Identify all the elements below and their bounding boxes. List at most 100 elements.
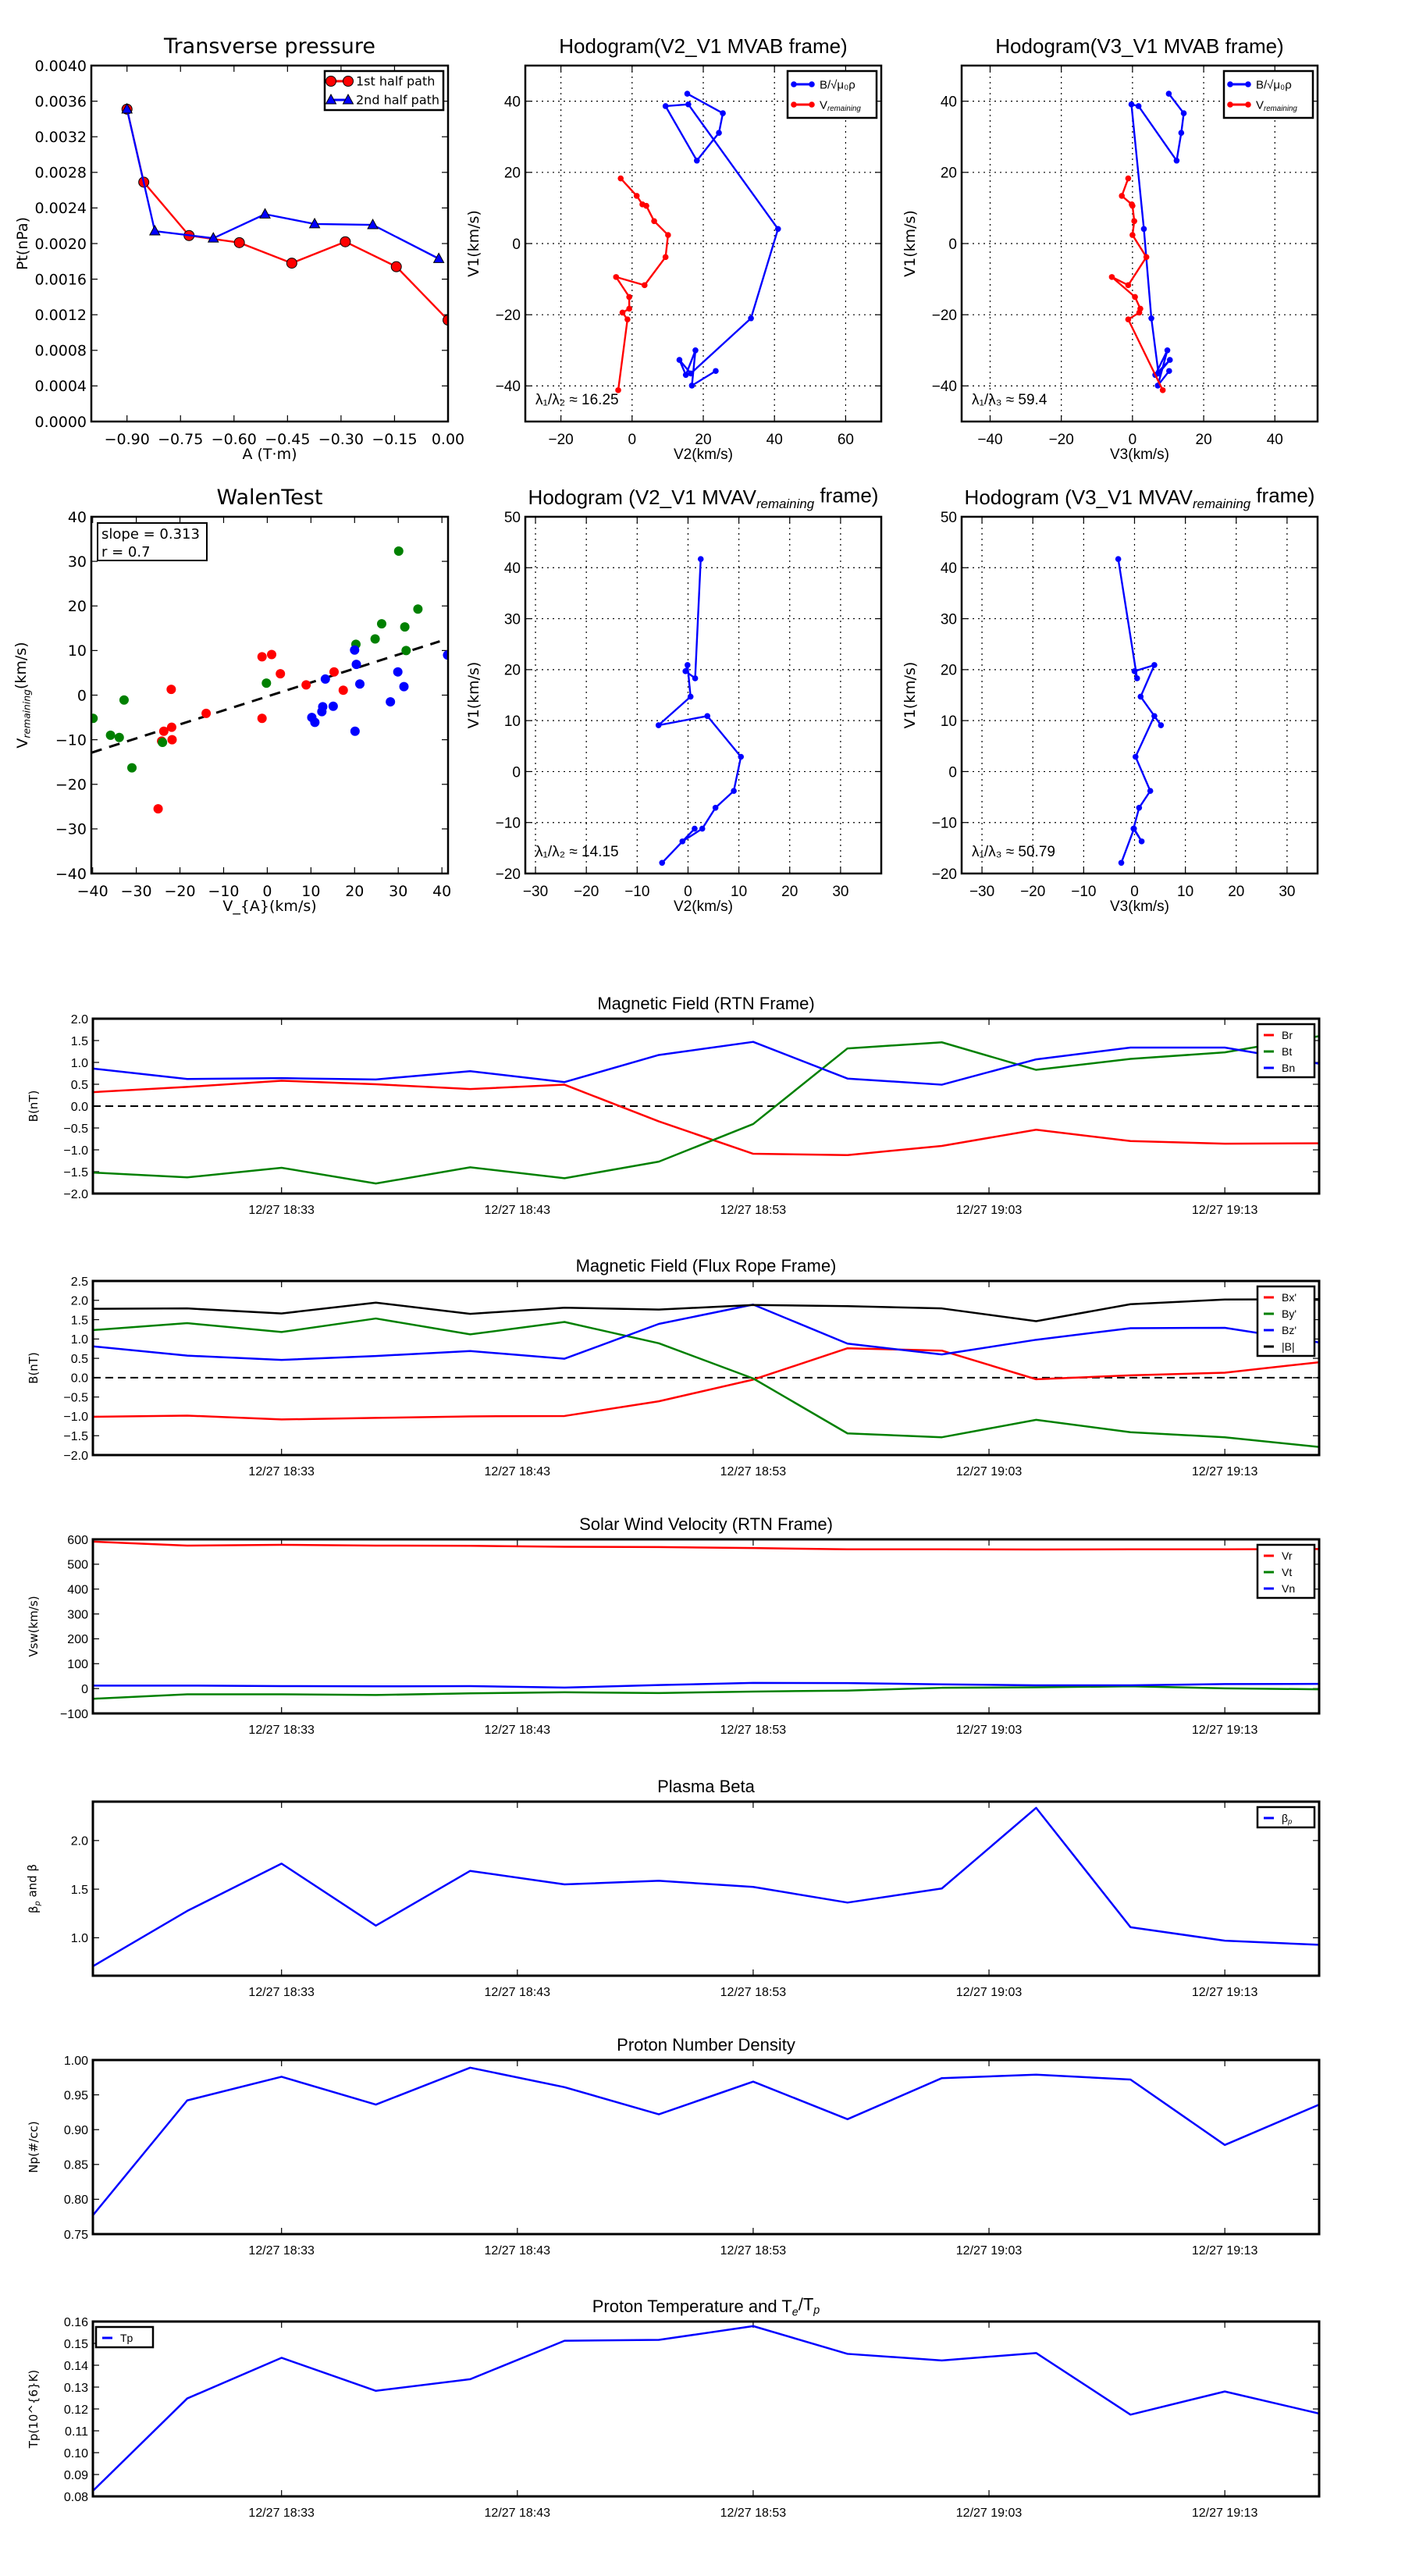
b-fluxrope-ytick-label: −1.0 (63, 1411, 88, 1424)
hodo-v2-mvab-series-b--marker (748, 315, 754, 322)
beta-panel: 12/27 18:33 12/27 18:43 12/27 18:53 12/27 1… (25, 1777, 1321, 1999)
hodo-v2-mvab-legend-label: Vremaining (820, 98, 861, 113)
vsw-rtn-legend-label: Vt (1282, 1566, 1292, 1578)
np-ytick-label: 0.80 (64, 2194, 88, 2207)
hodo-v3-mvav-series-0-marker (1131, 825, 1137, 832)
hodo-v2-mvab-xtick-label: 20 (695, 432, 711, 448)
hodo-v2-mvab-series-b--marker (688, 382, 695, 389)
hodo-v3-mvav-ylabel: V1(km/s) (902, 662, 919, 729)
tp-ytick-label: 0.08 (64, 2491, 88, 2504)
vsw-rtn-ytick-label: 300 (67, 1608, 88, 1621)
tp-xtick-label: 12/27 19:03 (956, 2507, 1023, 2520)
hodo-v3-mvab-ytick-label: 40 (941, 94, 957, 110)
hodo-v3-mvav-xlabel: V3(km/s) (1110, 898, 1169, 915)
hodo-v2-mvab-xtick-label: 0 (628, 432, 637, 448)
b-fluxrope-ytick-label: 0.5 (71, 1353, 88, 1366)
walen-series-red-point (166, 685, 176, 695)
hodo-v2-mvab-series-v-remaining--marker (662, 254, 669, 261)
walen-ytick-label: 0 (77, 687, 87, 704)
walen-ylabel: Vremaining(km/s) (12, 642, 33, 748)
walen-series-red-point (301, 680, 311, 690)
walen-series-red-point (338, 685, 348, 696)
hodo-v2-mvab-plot-area (613, 91, 781, 393)
np-ytick-label: 1.00 (64, 2055, 88, 2068)
hodo-v3-mvab-series-v-remaining--marker (1129, 202, 1136, 209)
pressure-xtick-label: −0.90 (105, 431, 150, 448)
hodo-v3-mvab-panel: −40 −20 0 20 40 −40 −20 0 20 40 Hodogram(V3_V1 MVA… (902, 34, 1319, 463)
b-fluxrope-legend-label: |B| (1282, 1340, 1295, 1353)
hodo-v3-mvav-series-0-line (1117, 559, 1162, 863)
hodo-v3-mvab-series-b--marker (1164, 347, 1171, 354)
hodo-v2-mvav-series-0-marker (692, 675, 699, 681)
hodo-v2-mvab-legend-box (786, 69, 878, 119)
hodo-v3-mvab-series-v-remaining--marker (1125, 316, 1132, 322)
pressure-series-1st-half-path-marker (340, 236, 351, 247)
np-xtick-label: 12/27 18:33 (248, 2244, 315, 2258)
walen-series-blue-point (350, 726, 360, 736)
pressure-ytick-label: 0.0028 (35, 165, 87, 182)
walen-xtick-label: 10 (301, 883, 320, 900)
pressure-series-1st-half-path-marker (390, 261, 402, 272)
tp-panel: 12/27 18:33 12/27 18:43 12/27 18:53 12/27 1… (27, 2295, 1321, 2520)
vsw-rtn-ytick-label: 0 (81, 1683, 88, 1696)
hodo-v2-mvav-eigen-ratio-label: λ₁/λ₂ ≈ 14.15 (535, 844, 619, 860)
hodo-v3-mvav-series-0-marker (1136, 804, 1143, 811)
walen-series-red-point (276, 669, 286, 679)
hodo-v3-mvav-ytick-label: 10 (941, 713, 957, 730)
b-rtn-ytick-label: −1.0 (63, 1144, 88, 1158)
hodo-v2-mvab-ytick-label: 0 (512, 237, 521, 253)
pressure-ytick-label: 0.0036 (35, 93, 87, 110)
hodo-v2-mvab-series-v-remaining--marker (643, 202, 649, 209)
tp-ytick-label: 0.14 (64, 2360, 88, 2373)
hodo-v3-mvav-ytick-label: 20 (941, 663, 957, 679)
walen-series-red-point (153, 804, 163, 814)
pressure-series-2nd-half-path-line (126, 109, 439, 260)
hodo-v2-mvav-series-0-marker (704, 713, 711, 720)
walen-series-blue-point (393, 667, 403, 677)
hodo-v2-mvav-ytick-label: 0 (512, 764, 521, 781)
tp-ytick-label: 0.10 (64, 2447, 88, 2460)
vsw-rtn-axes-frame (91, 1538, 1321, 1715)
walen-series-blue-point (399, 681, 409, 692)
walen-series-blue-point (310, 717, 320, 728)
hodo-v2-mvab-legend-marker (791, 81, 797, 87)
beta-xtick-label: 12/27 18:43 (485, 1986, 551, 1999)
b-rtn-panel: 12/27 18:33 12/27 18:43 12/27 18:53 12/27 1… (27, 994, 1321, 1217)
beta-plot-area (93, 1806, 1319, 1967)
np-ylabel: Np(#/cc) (27, 2121, 41, 2173)
b-rtn-ytick-label: 2.0 (71, 1013, 88, 1026)
hodo-v3-mvav-ytick-label: −10 (932, 816, 957, 832)
pressure-series-2nd-half-path-marker (207, 232, 219, 243)
hodo-v3-mvab-legend-box (1222, 69, 1314, 119)
pressure-ytick-label: 0.0016 (35, 271, 87, 288)
hodo-v2-mvab-series-b--marker (713, 368, 719, 375)
hodo-v3-mvav-series-0-marker (1151, 713, 1158, 720)
b-fluxrope-ytick-label: 0.0 (71, 1372, 88, 1386)
vsw-rtn-legend-label: Vr (1282, 1550, 1293, 1562)
pressure-legend: 1st half path 2nd half path (323, 69, 445, 112)
hodo-v2-mvab-ytick-label: −20 (496, 308, 521, 324)
beta-xtick-label: 12/27 19:03 (956, 1986, 1023, 1999)
b-rtn-axes-frame (91, 1017, 1321, 1195)
hodo-v2-mvab-series-v-remaining--marker (619, 309, 626, 316)
tp-xtick-label: 12/27 18:53 (720, 2507, 787, 2520)
pressure-xtick-label: −0.45 (265, 431, 310, 448)
walen-series-green-point (413, 604, 423, 614)
walen-ytick-label: −10 (55, 731, 87, 749)
hodo-v2-mvab-xlabel: V2(km/s) (674, 447, 733, 463)
np-panel: 12/27 18:33 12/27 18:43 12/27 18:53 12/27 1… (27, 2035, 1321, 2258)
b-fluxrope-xtick-label: 12/27 18:43 (485, 1465, 551, 1478)
hodo-v2-mvav-series-0-marker (731, 788, 737, 795)
hodo-v2-mvav-series-0-marker (738, 753, 745, 760)
hodo-v3-mvav-xtick-label: −30 (969, 884, 994, 900)
pressure-ytick-label: 0.0032 (35, 129, 87, 146)
hodo-v3-mvab-legend-label: Vremaining (1256, 98, 1297, 113)
walen-series-green-point (401, 646, 411, 656)
hodo-v2-mvav-xtick-label: −10 (624, 884, 649, 900)
vsw-rtn-ylabel: Vsw(km/s) (27, 1596, 41, 1656)
walen-ytick-label: −30 (55, 821, 87, 838)
hodo-v2-mvav-series-0-marker (679, 838, 686, 845)
hodo-v3-mvab-ytick-label: −20 (932, 308, 957, 324)
walen-series-blue-point (355, 679, 365, 689)
